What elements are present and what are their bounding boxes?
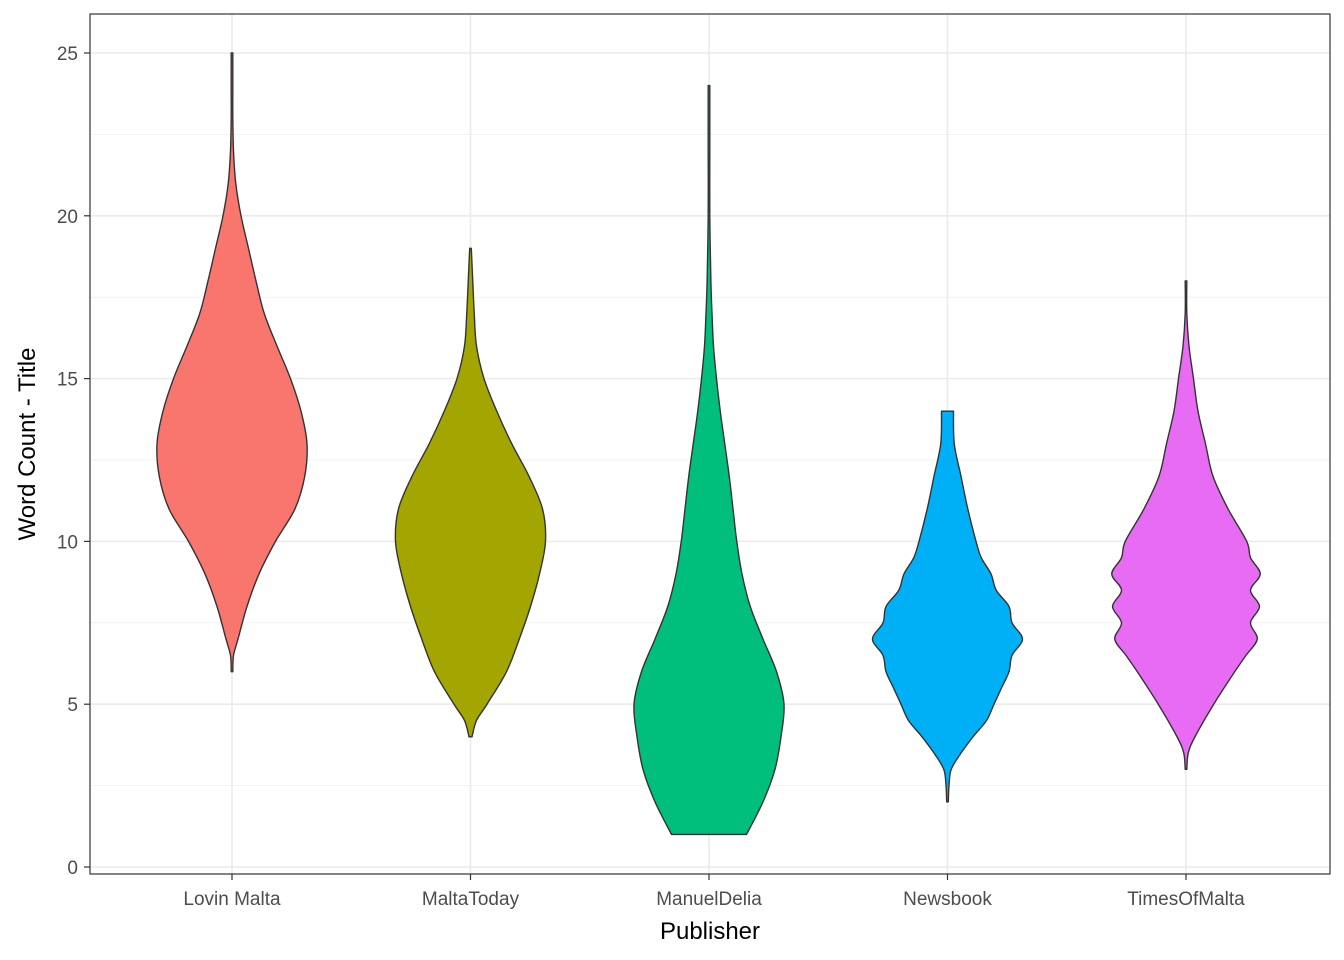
- x-tick-label: Newsbook: [903, 889, 992, 910]
- violin-maltatoday: [394, 247, 547, 738]
- x-tick-label: TimesOfMalta: [1127, 889, 1245, 910]
- violins: [156, 52, 1261, 836]
- y-tick-label: 20: [57, 207, 78, 228]
- violin-newsbook: [871, 410, 1024, 803]
- x-tick-label: MaltaToday: [422, 889, 520, 910]
- x-tick-label: Lovin Malta: [183, 889, 281, 910]
- y-tick-label: 0: [67, 858, 78, 879]
- violin-manueldelia: [633, 84, 785, 836]
- violin-timesofmalta: [1111, 280, 1261, 771]
- y-axis-title: Word Count - Title: [14, 348, 41, 541]
- x-tick-label: ManuelDelia: [656, 889, 762, 910]
- y-tick-label: 5: [67, 695, 78, 716]
- y-tick-label: 25: [57, 44, 78, 65]
- plot-panel-border: [89, 13, 1331, 875]
- y-tick-label: 10: [57, 532, 78, 553]
- violin-lovin-malta: [156, 52, 308, 673]
- y-tick-label: 15: [57, 370, 78, 391]
- y-axis: 0 5 10 15 20 25: [57, 44, 90, 879]
- x-axis: Lovin Malta MaltaToday ManuelDelia Newsbook…: [183, 874, 1245, 910]
- x-axis-title: Publisher: [660, 918, 760, 945]
